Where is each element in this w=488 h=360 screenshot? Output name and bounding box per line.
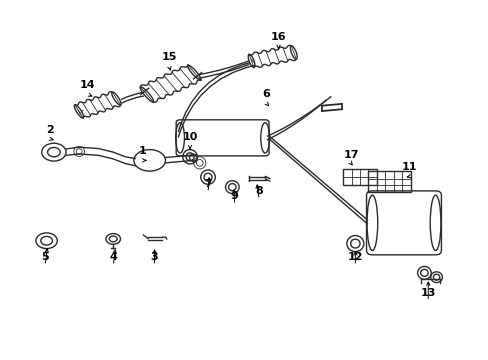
Text: 12: 12 — [347, 252, 363, 262]
Text: 3: 3 — [150, 252, 158, 262]
Text: 10: 10 — [182, 132, 197, 142]
Text: 9: 9 — [230, 191, 238, 201]
Text: 13: 13 — [420, 288, 435, 297]
Text: 1: 1 — [138, 147, 146, 157]
Text: 17: 17 — [343, 150, 359, 160]
Text: 7: 7 — [204, 179, 211, 189]
Text: 8: 8 — [255, 186, 263, 196]
Text: 11: 11 — [401, 162, 417, 172]
Text: 14: 14 — [80, 80, 96, 90]
Text: 16: 16 — [270, 32, 286, 42]
Text: 15: 15 — [161, 52, 177, 62]
Text: 2: 2 — [46, 125, 54, 135]
Text: 4: 4 — [109, 252, 117, 262]
Text: 6: 6 — [262, 89, 270, 99]
Text: 5: 5 — [41, 252, 49, 262]
